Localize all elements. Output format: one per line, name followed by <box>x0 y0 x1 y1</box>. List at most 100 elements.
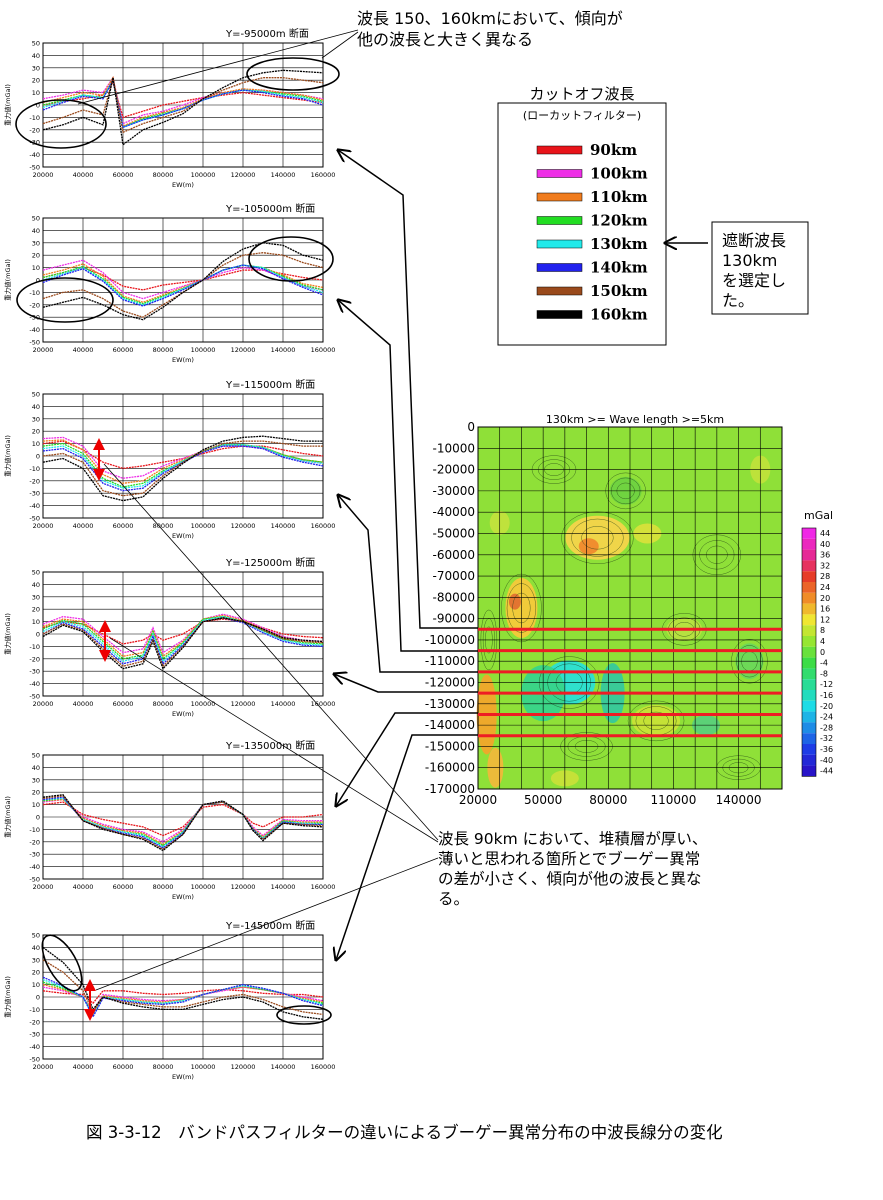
y-tick-label: -40 <box>29 326 40 334</box>
map-y-tick: -60000 <box>432 548 475 562</box>
y-tick-label: -10 <box>29 114 40 122</box>
colorbar-tick: 0 <box>820 648 825 657</box>
y-tick-label: 20 <box>32 969 40 977</box>
x-axis-label: EW(m) <box>172 710 194 718</box>
map-y-tick: 0 <box>467 420 475 434</box>
x-tick-label: 120000 <box>231 883 256 891</box>
series-line-140km <box>42 264 324 307</box>
y-tick-label: -20 <box>29 301 40 309</box>
y-tick-label: 40 <box>32 581 40 589</box>
highlight-ellipse <box>248 236 334 282</box>
series-line-100km <box>42 798 323 843</box>
x-tick-label: 80000 <box>153 171 174 179</box>
y-tick-label: 0 <box>36 102 40 110</box>
colorbar-cell <box>802 614 816 626</box>
legend-title: カットオフ波長 <box>529 85 634 103</box>
map-y-tick: -40000 <box>432 505 475 519</box>
y-tick-label: 20 <box>32 77 40 85</box>
x-tick-label: 140000 <box>271 1063 296 1071</box>
anomaly-patch <box>578 538 599 555</box>
map-frame <box>477 426 783 790</box>
y-tick-label: -50 <box>29 1056 40 1064</box>
anomaly-patch <box>565 515 630 560</box>
y-tick-label: 30 <box>32 64 40 72</box>
x-tick-label: 20000 <box>33 346 54 354</box>
colorbar-tick: 8 <box>820 626 825 635</box>
colorbar-cell <box>802 592 816 604</box>
series-line-90km <box>42 440 324 470</box>
x-tick-label: 160000 <box>311 883 336 891</box>
map-y-tick: -170000 <box>425 782 475 796</box>
series-line-130km <box>42 797 324 848</box>
map-x-tick: 80000 <box>589 793 627 807</box>
series-line-140km <box>42 976 324 1019</box>
legend-swatch <box>536 286 583 296</box>
x-tick-label: 140000 <box>271 346 296 354</box>
pointer-line-top-2 <box>321 31 359 59</box>
series-line-150km <box>42 252 324 318</box>
series-line-120km <box>42 264 324 305</box>
y-tick-label: 10 <box>32 618 40 626</box>
highlight-ellipse <box>276 1005 332 1025</box>
colorbar-tick: 40 <box>820 540 830 549</box>
series-line-90km <box>42 801 324 837</box>
y-tick-label: 0 <box>36 453 40 461</box>
arrow-profile-125000 <box>334 674 478 693</box>
colorbar-frame <box>801 527 817 777</box>
legend-swatch <box>536 169 583 178</box>
map-x-tick: 140000 <box>716 793 762 807</box>
arrow-profile-115000 <box>338 495 478 673</box>
arrow-profile-105000 <box>338 300 478 652</box>
contour-line <box>561 511 634 564</box>
annotation-right-box <box>711 221 809 315</box>
map-y-tick: -150000 <box>425 739 475 753</box>
colorbar-tick: 12 <box>820 615 830 624</box>
x-tick-label: 40000 <box>73 346 94 354</box>
x-tick-label: 60000 <box>113 171 134 179</box>
colorbar-tick: -20 <box>820 702 833 711</box>
legend-label: 160km <box>590 306 648 324</box>
annotation-right-line1: 遮断波長 <box>722 231 786 250</box>
profile-title: Y=-135000m 断面 <box>225 739 315 752</box>
y-tick-label: -40 <box>29 1043 40 1051</box>
colorbar-tick: 4 <box>820 637 825 646</box>
y-axis-label: 重力値(mGal) <box>3 613 12 655</box>
contour-line <box>627 700 685 742</box>
map-y-tick: -50000 <box>432 526 475 540</box>
colorbar-cell <box>802 646 816 658</box>
series-line-160km <box>42 242 324 321</box>
map-y-tick: -20000 <box>432 463 475 477</box>
x-tick-label: 160000 <box>311 171 336 179</box>
colorbar-tick: 44 <box>820 529 830 538</box>
colorbar-tick: -8 <box>820 669 828 678</box>
x-tick-label: 60000 <box>113 522 134 530</box>
annotation-right-line4: た。 <box>722 291 754 310</box>
legend-swatch <box>536 239 583 249</box>
profile-title: Y=-115000m 断面 <box>225 378 315 391</box>
y-tick-label: -50 <box>29 693 40 701</box>
series-line-140km <box>42 617 324 665</box>
y-axis-label: 重力値(mGal) <box>3 435 12 477</box>
y-tick-label: 30 <box>32 239 40 247</box>
colorbar-cell <box>802 560 816 572</box>
y-tick-label: -10 <box>29 465 40 473</box>
x-tick-label: 100000 <box>191 346 216 354</box>
annotation-right-line3: を選定し <box>722 271 786 290</box>
x-axis-label: EW(m) <box>172 356 194 364</box>
series-line-150km <box>42 617 324 668</box>
anomaly-patch <box>632 704 681 737</box>
profile-title: Y=-125000m 断面 <box>225 556 315 569</box>
series-line-110km <box>42 263 324 303</box>
colorbar-cell <box>802 744 816 755</box>
y-tick-label: 30 <box>32 593 40 601</box>
map-y-tick: -30000 <box>432 484 475 498</box>
map-y-tick: -140000 <box>425 718 475 732</box>
annotation-mid-line2: 薄いと思われる箇所とでブーゲー異常 <box>438 849 700 868</box>
profile-title: Y=-145000m 断面 <box>225 919 315 932</box>
y-tick-label: -10 <box>29 1006 40 1014</box>
colorbar-tick: 36 <box>820 551 830 560</box>
series-line-110km <box>42 439 324 484</box>
colorbar-tick: -44 <box>820 767 833 776</box>
